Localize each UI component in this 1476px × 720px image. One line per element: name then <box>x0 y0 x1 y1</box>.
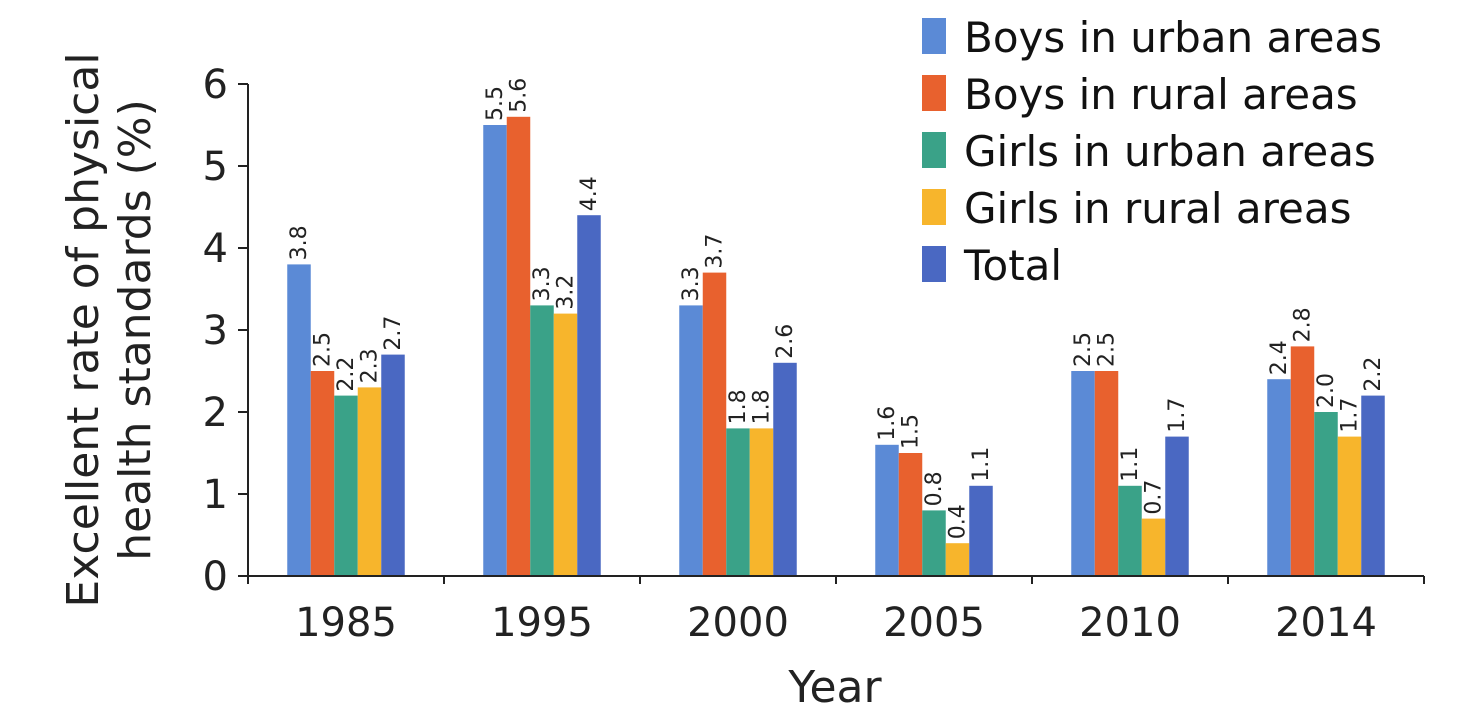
data-label: 2.3 <box>358 348 383 383</box>
data-label: 0.4 <box>946 504 971 539</box>
data-label: 5.6 <box>507 78 532 113</box>
data-label: 1.8 <box>726 389 751 424</box>
x-axis-title: Year <box>787 662 882 713</box>
legend-label: Boys in rural areas <box>964 70 1358 119</box>
data-label: 2.5 <box>311 332 336 367</box>
bar-girls-in-urban-areas-2000 <box>726 428 750 576</box>
data-label: 5.5 <box>483 86 508 121</box>
bar-boys-in-rural-areas-1995 <box>506 116 531 577</box>
legend-label: Total <box>963 241 1062 290</box>
legend-label: Girls in urban areas <box>964 127 1376 176</box>
data-label: 2.6 <box>773 324 798 359</box>
x-tick-label-2010: 2010 <box>1079 600 1181 646</box>
bar-boys-in-rural-areas-2005 <box>898 453 923 576</box>
data-label: 2.7 <box>381 316 406 351</box>
y-axis-title-line-1: Excellent rate of physical <box>58 52 109 607</box>
bar-girls-in-urban-areas-1985 <box>334 395 358 576</box>
bar-girls-in-rural-areas-2000 <box>749 428 774 576</box>
bar-boys-in-urban-areas-2010 <box>1071 371 1095 576</box>
data-label: 2.2 <box>334 357 359 392</box>
x-axis-ticks: 1985 1995 2000 2005 2010 2014 <box>247 576 1425 646</box>
bar-boys-in-urban-areas-2014 <box>1267 379 1291 576</box>
data-label: 2.0 <box>1314 373 1339 408</box>
y-tick-label: 2 <box>203 390 228 436</box>
bar-girls-in-urban-areas-2014 <box>1314 412 1338 576</box>
bar-boys-in-urban-areas-1995 <box>483 125 507 576</box>
y-axis-title: Excellent rate of physical health standa… <box>58 52 161 607</box>
data-label: 2.2 <box>1361 357 1386 392</box>
x-tick-label-1995: 1995 <box>491 600 593 646</box>
y-tick-label: 1 <box>203 472 228 518</box>
bar-total-1985 <box>381 354 405 576</box>
data-label: 2.5 <box>1071 332 1096 367</box>
data-label: 1.1 <box>1118 447 1143 482</box>
data-label: 1.1 <box>969 447 994 482</box>
legend-swatch <box>922 75 946 111</box>
bar-boys-in-urban-areas-1985 <box>287 264 311 576</box>
legend-swatch <box>922 246 946 282</box>
x-tick-label-2005: 2005 <box>883 600 985 646</box>
data-label: 1.5 <box>899 414 924 449</box>
bar-girls-in-urban-areas-2005 <box>922 510 946 576</box>
y-tick-label: 4 <box>203 226 228 272</box>
data-label: 0.7 <box>1142 480 1167 515</box>
bar-total-2014 <box>1361 395 1385 576</box>
bar-boys-in-rural-areas-2014 <box>1290 346 1315 576</box>
data-label: 1.7 <box>1165 398 1190 433</box>
y-axis-title-line-2: health standards (%) <box>110 99 161 560</box>
legend-swatch <box>922 132 946 168</box>
data-label: 3.2 <box>554 275 579 310</box>
x-tick-label-2000: 2000 <box>687 600 789 646</box>
legend-swatch <box>922 189 946 225</box>
data-label: 1.6 <box>875 406 900 441</box>
bar-girls-in-rural-areas-2005 <box>945 543 970 576</box>
legend-item: Boys in urban areas <box>922 13 1382 62</box>
legend-item: Total <box>922 241 1062 290</box>
y-axis-ticks: 0 1 2 3 4 5 6 <box>203 62 248 600</box>
legend-swatch <box>922 18 946 54</box>
legend: Boys in urban areas Boys in rural areas Gi… <box>922 13 1382 290</box>
legend-label: Boys in urban areas <box>964 13 1382 62</box>
bar-boys-in-rural-areas-2010 <box>1094 371 1119 576</box>
legend-item: Girls in urban areas <box>922 127 1376 176</box>
data-label: 3.7 <box>703 234 728 269</box>
data-label: 2.5 <box>1095 332 1120 367</box>
data-label: 1.7 <box>1338 398 1363 433</box>
data-labels: 3.82.52.22.32.75.55.63.33.24.43.33.71.81… <box>287 78 1386 539</box>
legend-label: Girls in rural areas <box>964 184 1351 233</box>
bar-girls-in-rural-areas-2010 <box>1141 518 1166 576</box>
bar-girls-in-rural-areas-1985 <box>357 387 382 576</box>
legend-item: Girls in rural areas <box>922 184 1351 233</box>
bar-girls-in-urban-areas-2010 <box>1118 485 1142 576</box>
bar-boys-in-urban-areas-2000 <box>679 305 703 576</box>
data-label: 3.3 <box>530 266 555 301</box>
bar-boys-in-urban-areas-2005 <box>875 444 899 576</box>
data-label: 4.4 <box>577 176 602 211</box>
bar-total-1995 <box>577 215 601 576</box>
legend-item: Boys in rural areas <box>922 70 1358 119</box>
data-label: 1.8 <box>750 389 775 424</box>
bar-total-2000 <box>773 362 797 576</box>
data-label: 2.8 <box>1291 307 1316 342</box>
y-tick-label: 3 <box>203 308 228 354</box>
bar-girls-in-urban-areas-1995 <box>530 305 554 576</box>
y-tick-label: 0 <box>203 554 228 600</box>
bar-girls-in-rural-areas-1995 <box>553 313 578 576</box>
x-tick-label-1985: 1985 <box>295 600 397 646</box>
bar-series <box>287 116 1385 577</box>
data-label: 0.8 <box>922 471 947 506</box>
bar-total-2010 <box>1165 436 1189 576</box>
data-label: 3.3 <box>679 266 704 301</box>
data-label: 2.4 <box>1267 340 1292 375</box>
x-tick-label-2014: 2014 <box>1275 600 1377 646</box>
y-tick-label: 5 <box>203 144 228 190</box>
y-tick-label: 6 <box>203 62 228 108</box>
bar-boys-in-rural-areas-1985 <box>310 371 335 576</box>
bar-girls-in-rural-areas-2014 <box>1337 436 1362 576</box>
data-label: 3.8 <box>287 225 312 260</box>
bar-boys-in-rural-areas-2000 <box>702 272 727 576</box>
bar-total-2005 <box>969 485 993 576</box>
